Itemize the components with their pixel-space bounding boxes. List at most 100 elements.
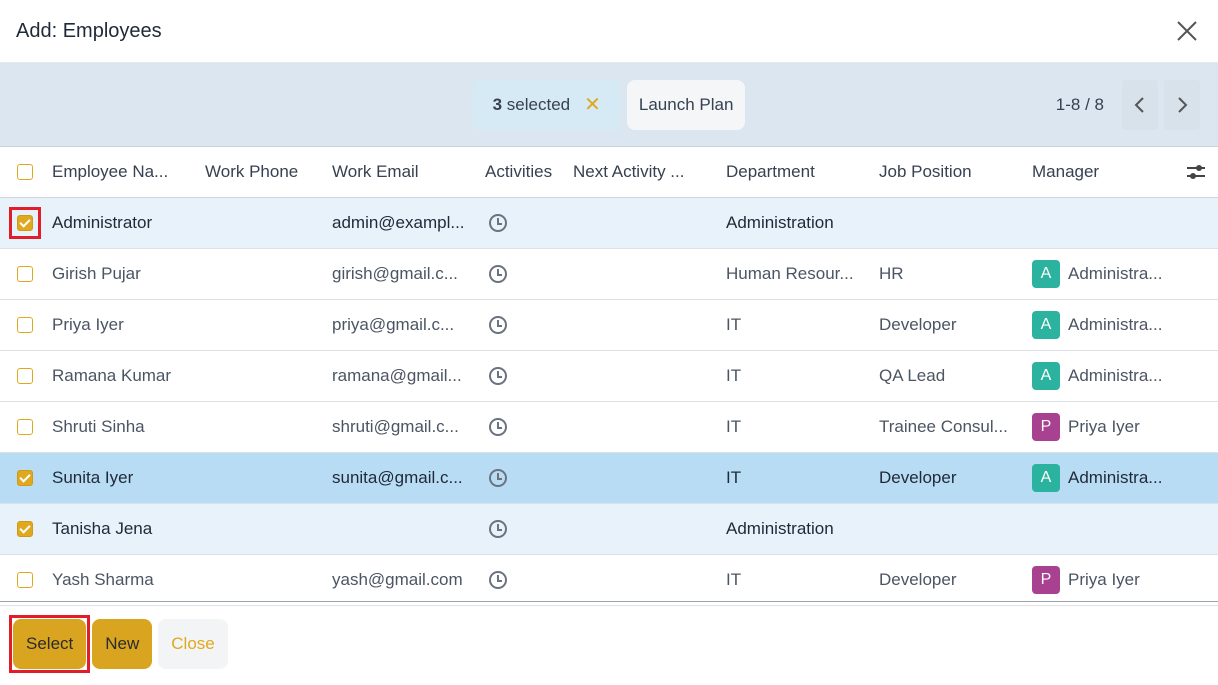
department: IT — [726, 467, 742, 487]
manager-cell: P Priya Iyer — [1026, 401, 1174, 452]
row-checkbox[interactable] — [17, 367, 33, 384]
row-checkbox-wrapper — [10, 310, 40, 340]
select-button[interactable]: Select — [13, 618, 87, 669]
next-activity — [567, 197, 720, 248]
column-header-email[interactable]: Work Email — [332, 161, 419, 181]
table-row[interactable]: Girish Pujar girish@gmail.c... Human Resou… — [0, 248, 1218, 299]
next-activity — [567, 452, 720, 503]
launch-plan-button[interactable]: Launch Plan — [626, 79, 746, 130]
row-checkbox-wrapper — [10, 412, 40, 442]
clock-icon[interactable] — [489, 214, 507, 233]
row-spacer — [1174, 299, 1218, 350]
employee-name: Shruti Sinha — [52, 416, 145, 436]
column-header-next-activity[interactable]: Next Activity ... — [573, 161, 685, 181]
select-all-checkbox[interactable] — [17, 163, 33, 180]
department: Human Resour... — [726, 263, 854, 283]
column-header-department[interactable]: Department — [726, 161, 815, 181]
avatar: P — [1032, 565, 1060, 594]
clock-icon[interactable] — [489, 367, 507, 386]
clock-icon[interactable] — [489, 418, 507, 437]
dialog-title: Add: Employees — [16, 19, 162, 42]
column-header-activities[interactable]: Activities — [485, 161, 553, 181]
next-activity — [567, 401, 720, 452]
next-activity — [567, 554, 720, 605]
clear-selection-icon[interactable]: ✕ — [584, 94, 601, 116]
row-checkbox[interactable] — [17, 520, 33, 537]
row-checkbox-wrapper — [10, 259, 40, 289]
work-phone — [199, 350, 326, 401]
work-email: ramana@gmail... — [332, 365, 462, 385]
work-phone — [199, 452, 326, 503]
table-row[interactable]: Sunita Iyer sunita@gmail.c... IT Developer A… — [0, 452, 1218, 503]
next-activity — [567, 503, 720, 554]
row-checkbox[interactable] — [17, 469, 33, 486]
department: IT — [726, 365, 742, 385]
close-icon[interactable] — [1172, 16, 1202, 46]
table-row[interactable]: Shruti Sinha shruti@gmail.c... IT Trainee C… — [0, 401, 1218, 452]
manager-cell — [1026, 503, 1174, 554]
chevron-left-icon[interactable] — [1122, 80, 1158, 130]
table-row[interactable]: Administrator admin@exampl... Administrati… — [0, 197, 1218, 248]
next-activity — [567, 299, 720, 350]
avatar: A — [1032, 259, 1060, 288]
work-email: priya@gmail.c... — [332, 314, 455, 334]
clock-icon[interactable] — [489, 571, 507, 590]
row-spacer — [1174, 401, 1218, 452]
avatar: P — [1032, 412, 1060, 441]
table-row[interactable]: Priya Iyer priya@gmail.c... IT Developer A Ad… — [0, 299, 1218, 350]
table-row[interactable]: Ramana Kumar ramana@gmail... IT QA Lead A Adm… — [0, 350, 1218, 401]
row-checkbox[interactable] — [17, 316, 33, 333]
selection-counter: 3 selected ✕ — [472, 79, 621, 130]
table-row[interactable]: Tanisha Jena Administration — [0, 503, 1218, 554]
department: IT — [726, 569, 742, 589]
job-position: HR — [879, 263, 904, 283]
row-checkbox-wrapper — [10, 463, 40, 493]
work-phone — [199, 554, 326, 605]
job-position — [873, 197, 1026, 248]
work-email: shruti@gmail.c... — [332, 416, 459, 436]
manager-name: Priya Iyer — [1068, 569, 1140, 589]
work-phone — [199, 401, 326, 452]
manager-name: Administra... — [1068, 365, 1163, 385]
work-phone — [199, 248, 326, 299]
selected-label: selected — [502, 94, 571, 114]
close-button[interactable]: Close — [158, 618, 228, 669]
sliders-icon[interactable] — [1181, 157, 1211, 187]
selection-toolbar: 3 selected ✕ Launch Plan 1-8 / 8 — [0, 63, 1218, 147]
row-checkbox-wrapper — [10, 514, 40, 544]
work-email — [326, 503, 479, 554]
next-activity — [567, 350, 720, 401]
clock-icon[interactable] — [489, 520, 507, 539]
row-checkbox[interactable] — [17, 418, 33, 435]
pager-value[interactable]: 1-8 / 8 — [1055, 95, 1104, 114]
row-spacer — [1174, 350, 1218, 401]
manager-name: Administra... — [1068, 314, 1163, 334]
department: Administration — [726, 212, 834, 232]
new-button[interactable]: New — [92, 618, 153, 669]
manager-cell — [1026, 197, 1174, 248]
manager-cell: A Administra... — [1026, 452, 1174, 503]
avatar: A — [1032, 361, 1060, 390]
clock-icon[interactable] — [489, 316, 507, 335]
row-checkbox[interactable] — [17, 214, 33, 231]
column-header-phone[interactable]: Work Phone — [205, 161, 299, 181]
department: IT — [726, 416, 742, 436]
column-header-manager[interactable]: Manager — [1032, 161, 1100, 181]
row-checkbox-wrapper — [10, 565, 40, 595]
column-header-name[interactable]: Employee Na... — [52, 161, 169, 181]
work-phone — [199, 197, 326, 248]
manager-cell: A Administra... — [1026, 299, 1174, 350]
row-spacer — [1174, 197, 1218, 248]
chevron-right-icon[interactable] — [1164, 80, 1200, 130]
clock-icon[interactable] — [489, 265, 507, 284]
department: Administration — [726, 518, 834, 538]
row-checkbox[interactable] — [17, 265, 33, 282]
row-checkbox[interactable] — [17, 571, 33, 588]
work-email: admin@exampl... — [332, 212, 465, 232]
row-spacer — [1174, 554, 1218, 605]
table-row[interactable]: Yash Sharma yash@gmail.com IT Developer P Pri… — [0, 554, 1218, 605]
column-header-job-position[interactable]: Job Position — [879, 161, 972, 181]
manager-cell: A Administra... — [1026, 248, 1174, 299]
clock-icon[interactable] — [489, 469, 507, 488]
new-button-wrapper: New — [89, 616, 155, 672]
